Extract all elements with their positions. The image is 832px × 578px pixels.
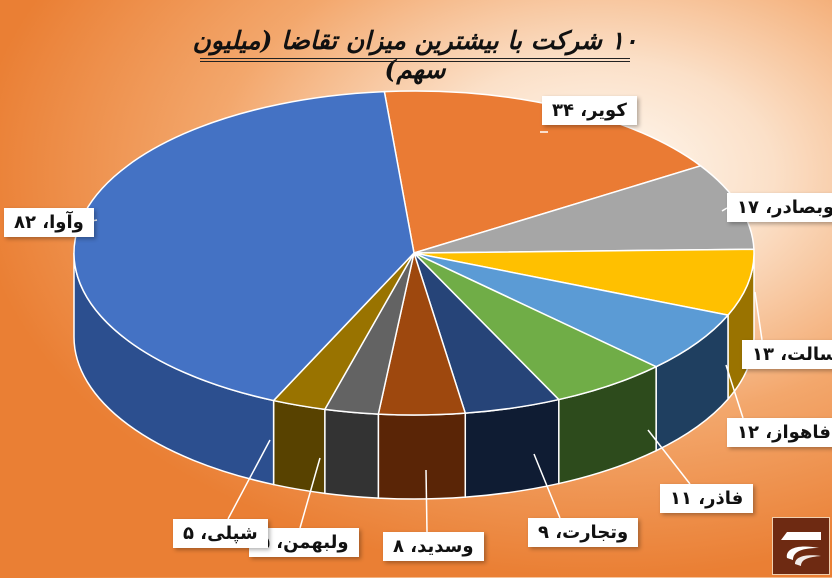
title-underline: [200, 58, 630, 59]
data-label-5: فاذر، ۱۱: [660, 484, 754, 513]
leader-line-9: [227, 439, 271, 520]
pie-slice-4: [413, 252, 730, 368]
data-label-name: وسالت: [787, 344, 832, 365]
data-label-separator: ،: [270, 532, 284, 553]
pie-slice-3: [413, 248, 755, 316]
data-label-9: شپلی، ۵: [173, 519, 268, 548]
brand-logo: [772, 517, 830, 575]
data-label-separator: ،: [773, 344, 788, 365]
data-label-separator: ،: [691, 488, 706, 509]
data-label-value: ۱۳: [752, 344, 774, 365]
leader-line-8: [299, 457, 321, 529]
pie-side-6: [464, 398, 560, 498]
data-label-1: کویر، ۳۴: [542, 96, 637, 125]
data-label-3: وسالت، ۱۳: [742, 340, 832, 369]
data-label-name: کویر: [587, 100, 627, 121]
pie-side-8: [324, 408, 380, 499]
data-label-value: ۱۲: [737, 422, 759, 443]
data-label-name: وبصادر: [772, 197, 832, 218]
data-label-value: ۸۲: [14, 212, 36, 233]
data-label-7: وسدید، ۸: [383, 532, 484, 561]
data-label-separator: ،: [573, 100, 588, 121]
data-label-value: ۱۷: [737, 197, 759, 218]
data-label-value: ۱۱: [670, 488, 692, 509]
data-label-value: ۳۴: [552, 100, 574, 121]
data-label-value: ۵: [183, 523, 194, 544]
logo-swoosh-icon: [781, 532, 821, 566]
title-underline-2: [200, 61, 630, 62]
data-label-name: ولبهمن: [283, 532, 349, 553]
data-label-separator: ،: [549, 522, 563, 543]
chart-title: ۱۰ شرکت با بیشترین میزان تقاضا (میلیون س…: [192, 26, 638, 84]
data-label-separator: ،: [758, 197, 773, 218]
data-label-name: شپلی: [207, 523, 258, 544]
pie-side-7: [377, 412, 467, 500]
leader-line-3: [754, 291, 763, 341]
leader-line-6: [533, 453, 561, 519]
data-label-4: فاهواز، ۱۲: [727, 418, 832, 447]
leader-line-5: [647, 429, 691, 485]
data-label-name: وآوا: [49, 212, 84, 233]
leader-line-7: [425, 469, 428, 533]
data-label-name: وسدید: [417, 536, 474, 557]
data-label-value: ۸: [393, 536, 404, 557]
data-label-separator: ،: [758, 422, 773, 443]
data-label-name: وتجارت: [562, 522, 629, 543]
data-label-separator: ،: [194, 523, 208, 544]
leader-line-2: [721, 207, 728, 212]
data-label-value: ۹: [538, 522, 549, 543]
data-label-6: وتجارت، ۹: [528, 518, 639, 547]
data-label-10: وآوا، ۸۲: [4, 208, 94, 237]
pie-side-9: [272, 399, 326, 495]
data-label-separator: ،: [404, 536, 418, 557]
data-label-separator: ،: [35, 212, 50, 233]
leader-line-4: [725, 364, 744, 419]
data-label-2: وبصادر، ۱۷: [727, 193, 832, 222]
data-label-name: فاهواز: [772, 422, 831, 443]
data-label-name: فاذر: [705, 488, 744, 509]
